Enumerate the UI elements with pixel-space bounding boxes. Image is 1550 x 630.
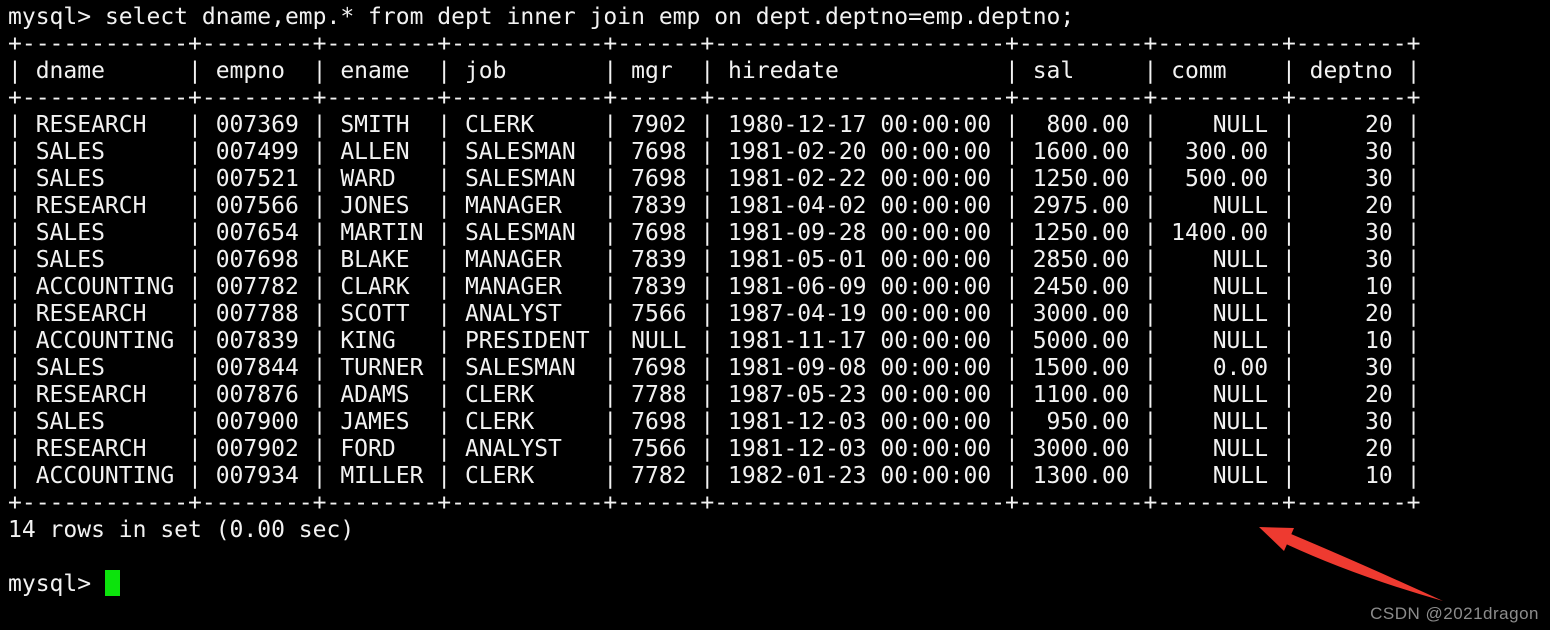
table-row: | RESEARCH | 007788 | SCOTT | ANALYST | … <box>8 301 1421 327</box>
table-row: | SALES | 007654 | MARTIN | SALESMAN | 7… <box>8 220 1421 246</box>
table-row: | RESEARCH | 007369 | SMITH | CLERK | 79… <box>8 112 1421 138</box>
table-row: | RESEARCH | 007566 | JONES | MANAGER | … <box>8 193 1421 219</box>
table-border-line: +------------+--------+--------+--------… <box>8 490 1421 516</box>
result-table: +------------+--------+--------+--------… <box>8 31 1420 517</box>
table-row: | SALES | 007698 | BLAKE | MANAGER | 783… <box>8 247 1421 273</box>
table-row: | SALES | 007900 | JAMES | CLERK | 7698 … <box>8 409 1421 435</box>
table-row: | ACCOUNTING | 007782 | CLARK | MANAGER … <box>8 274 1421 300</box>
query-text: select dname,emp.* from dept inner join … <box>104 4 1075 30</box>
blank-line <box>8 544 1420 571</box>
mysql-prompt: mysql> <box>8 571 92 597</box>
query-line: mysql> select dname,emp.* from dept inner… <box>8 4 1420 31</box>
table-row: | SALES | 007521 | WARD | SALESMAN | 769… <box>8 166 1421 192</box>
mysql-prompt: mysql> <box>8 4 92 30</box>
terminal-screen: mysql> select dname,emp.* from dept inner… <box>8 4 1420 598</box>
prompt-line[interactable]: mysql> <box>8 569 1420 598</box>
table-row: | ACCOUNTING | 007934 | MILLER | CLERK |… <box>8 463 1421 489</box>
table-header-line: | dname | empno | ename | job | mgr | hi… <box>8 58 1421 84</box>
csdn-watermark: CSDN @2021dragon <box>1370 604 1539 623</box>
table-border-line: +------------+--------+--------+--------… <box>8 31 1421 57</box>
terminal-cursor[interactable] <box>104 569 120 596</box>
rows-summary: 14 rows in set (0.00 sec) <box>8 517 355 543</box>
table-row: | RESEARCH | 007876 | ADAMS | CLERK | 77… <box>8 382 1421 408</box>
table-row: | SALES | 007499 | ALLEN | SALESMAN | 76… <box>8 139 1421 165</box>
table-row: | ACCOUNTING | 007839 | KING | PRESIDENT… <box>8 328 1421 354</box>
table-border-line: +------------+--------+--------+--------… <box>8 85 1421 111</box>
table-row: | SALES | 007844 | TURNER | SALESMAN | 7… <box>8 355 1421 381</box>
table-row: | RESEARCH | 007902 | FORD | ANALYST | 7… <box>8 436 1421 462</box>
